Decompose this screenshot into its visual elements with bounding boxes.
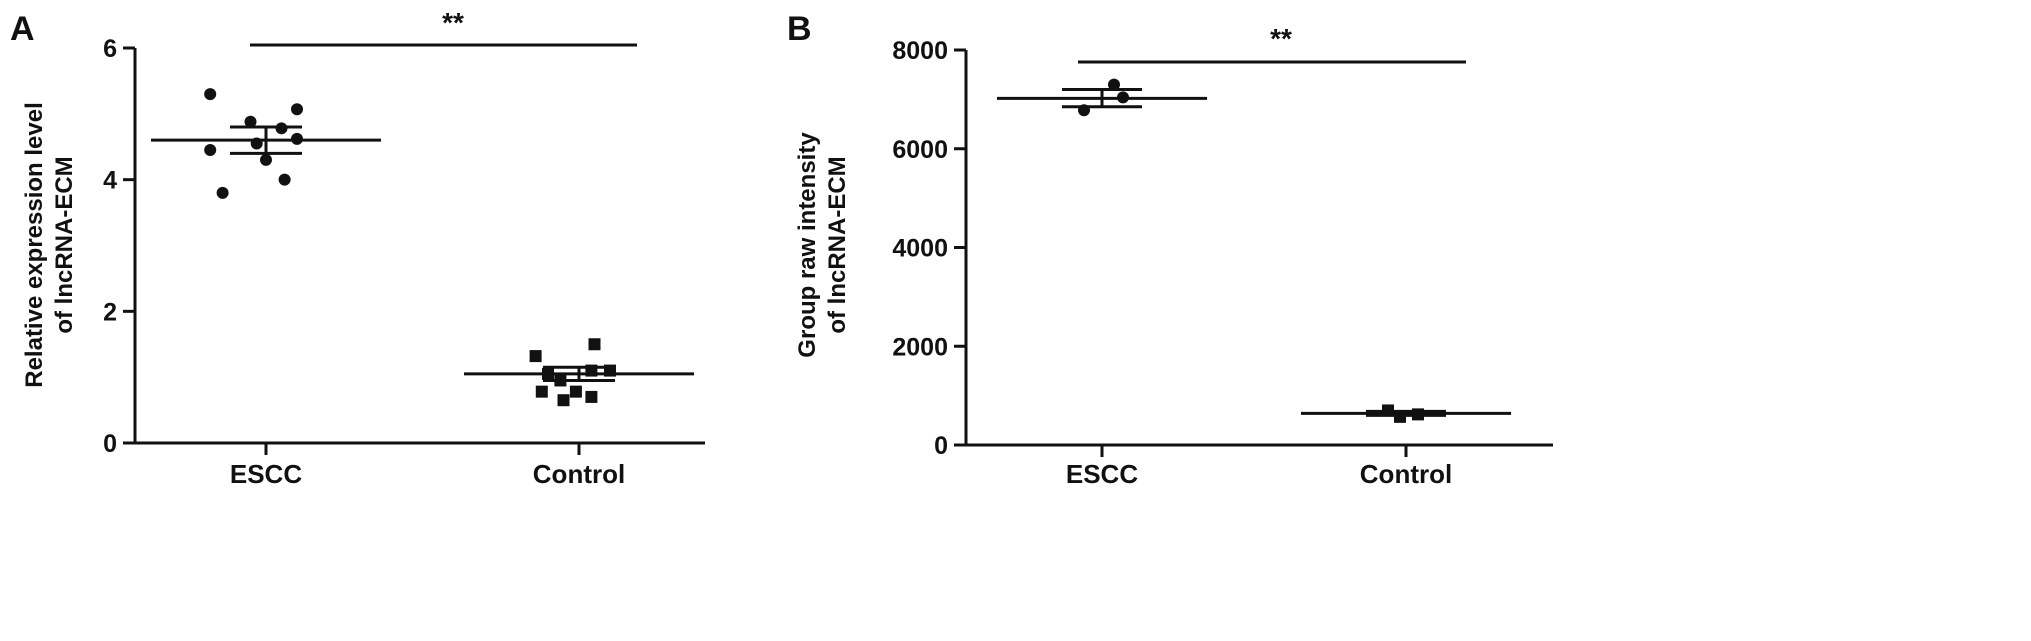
data-point: [569, 385, 582, 398]
y-tick-label: 4: [103, 167, 117, 195]
panel-a-significance: **: [442, 7, 464, 38]
data-point: [291, 103, 303, 116]
data-point: [535, 385, 548, 398]
y-tick-label: 6000: [892, 136, 948, 164]
data-point: [557, 394, 570, 407]
panel-b: B Group raw intensity of lncRNA-ECM ESCC…: [787, 10, 1553, 489]
data-point: [588, 338, 601, 351]
panel-b-ylabel-line1: Group raw intensity: [794, 132, 821, 358]
panel-b-significance: **: [1270, 23, 1292, 54]
panel-a-xtick-escc: ESCC: [230, 459, 302, 489]
y-tick-label: 6: [103, 35, 117, 63]
data-point: [529, 350, 542, 363]
panel-b-xtick-escc: ESCC: [1066, 459, 1138, 489]
y-tick-label: 2: [103, 298, 117, 326]
data-point: [204, 88, 217, 101]
y-tick-label: 8000: [892, 37, 948, 65]
panel-a-ylabel-line2: of lncRNA-ECM: [51, 156, 78, 333]
panel-a-label: A: [10, 10, 35, 48]
data-point: [204, 144, 217, 157]
data-point: [244, 115, 257, 128]
panel-a-ylabel-line1: Relative expression level: [21, 102, 48, 388]
data-point: [216, 186, 229, 199]
panel-b-ylabel-line2: of lncRNA-ECM: [824, 156, 851, 333]
y-tick-label: 0: [103, 430, 117, 458]
y-tick-label: 0: [934, 432, 948, 460]
y-tick-label: 4000: [892, 235, 948, 263]
panel-a: A Relative expression level of lncRNA-EC…: [10, 7, 705, 489]
data-point: [585, 390, 598, 403]
figure: A Relative expression level of lncRNA-EC…: [10, 7, 1553, 489]
data-point: [260, 153, 272, 166]
y-tick-label: 2000: [892, 333, 948, 361]
panel-a-xtick-control: Control: [533, 459, 625, 489]
panel-b-xtick-control: Control: [1360, 459, 1452, 489]
data-point: [278, 173, 291, 186]
panel-b-label: B: [787, 10, 812, 48]
data-point: [1108, 78, 1120, 91]
